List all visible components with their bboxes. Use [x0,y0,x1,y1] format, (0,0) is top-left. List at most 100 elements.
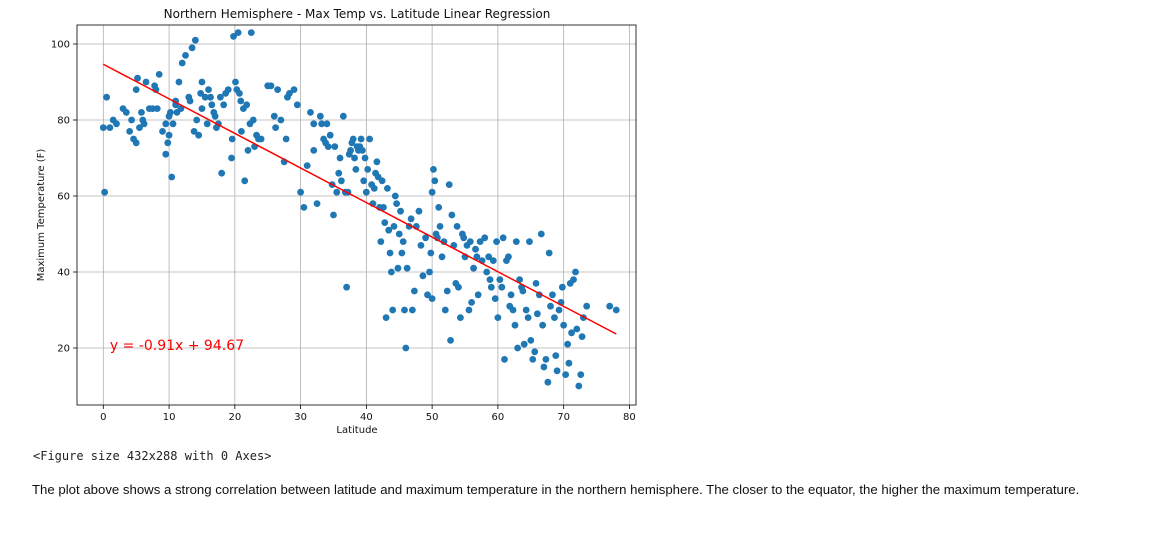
data-point [483,268,491,276]
data-point [203,120,211,128]
data-point [403,264,411,272]
data-point [526,238,533,246]
data-point [207,93,214,101]
data-point [249,116,257,124]
data-point [126,127,134,135]
data-point [529,356,537,363]
data-point [499,234,507,242]
data-point [466,238,474,246]
data-point [243,101,251,109]
data-point [297,188,304,196]
data-point [300,204,308,211]
data-point [468,299,475,306]
chart-title: Northern Hemisphere - Max Temp vs. Latit… [164,7,551,21]
data-point [532,280,540,287]
data-point [401,306,408,314]
data-point [391,192,399,200]
data-point [198,78,206,86]
data-point [544,378,552,386]
data-point [583,302,591,310]
data-point [494,314,502,321]
data-point [427,249,435,257]
data-point [349,135,357,143]
data-point [101,188,109,196]
data-point [612,306,620,314]
axis-ticks: 0 10 20 30 40 50 60 70 80 20 40 60 80 100 [51,40,636,424]
x-tick-label: 70 [557,412,570,423]
data-point [473,253,481,261]
data-point [197,90,205,97]
data-point [428,295,436,302]
data-point [352,166,360,173]
data-point [395,230,403,238]
data-point [606,302,614,310]
scatter-chart: Northern Hemisphere - Max Temp vs. Latit… [36,7,637,436]
data-point [417,242,425,249]
data-point [277,116,285,124]
data-point [512,238,520,246]
data-point [387,268,395,276]
data-points [99,29,620,390]
data-point [509,306,517,314]
figure-output-text: <Figure size 432x288 with 0 Axes> [33,449,272,463]
data-point [481,234,489,242]
data-point [247,29,255,36]
x-tick-label: 10 [163,412,176,423]
regression-equation: y = -0.91x + 94.67 [110,338,244,354]
data-point [142,78,150,86]
data-point [175,78,183,86]
data-point [430,166,437,173]
data-point [565,359,573,367]
data-point [132,139,140,147]
data-point [555,306,563,314]
data-point [168,173,176,181]
data-point [522,306,530,314]
data-point [436,223,444,230]
data-point [520,340,528,348]
data-point [177,105,185,112]
data-point [545,249,553,257]
data-point [272,124,280,131]
data-point [307,109,314,116]
data-point [381,219,389,227]
data-point [474,291,482,299]
x-tick-label: 40 [360,412,373,423]
data-point [238,127,245,135]
data-point [228,135,236,143]
data-point [323,120,331,128]
data-point [390,223,398,230]
data-point [193,116,201,124]
x-tick-label: 80 [623,412,636,423]
data-point [533,310,541,318]
data-point [407,215,415,223]
data-point [138,109,145,116]
data-point [382,314,390,321]
data-point [153,105,161,112]
data-point [389,306,397,314]
data-point [360,177,368,185]
data-point [335,169,343,177]
data-point [386,249,394,257]
data-point [393,200,401,208]
data-point [553,367,561,375]
data-point [531,348,539,356]
x-tick-label: 50 [426,412,439,423]
data-point [384,185,391,192]
data-point [224,86,232,93]
data-point [331,143,339,151]
data-point [191,36,199,44]
data-point [359,147,366,154]
data-point [426,268,433,276]
data-point [519,287,527,295]
data-point [134,74,141,82]
data-point [228,154,235,162]
data-point [169,120,177,128]
data-point [377,238,385,246]
data-point [568,329,575,337]
data-point [122,109,130,116]
data-point [361,154,369,162]
data-point [351,154,358,162]
data-point [551,314,558,321]
data-point [164,139,172,147]
data-point [570,276,577,283]
